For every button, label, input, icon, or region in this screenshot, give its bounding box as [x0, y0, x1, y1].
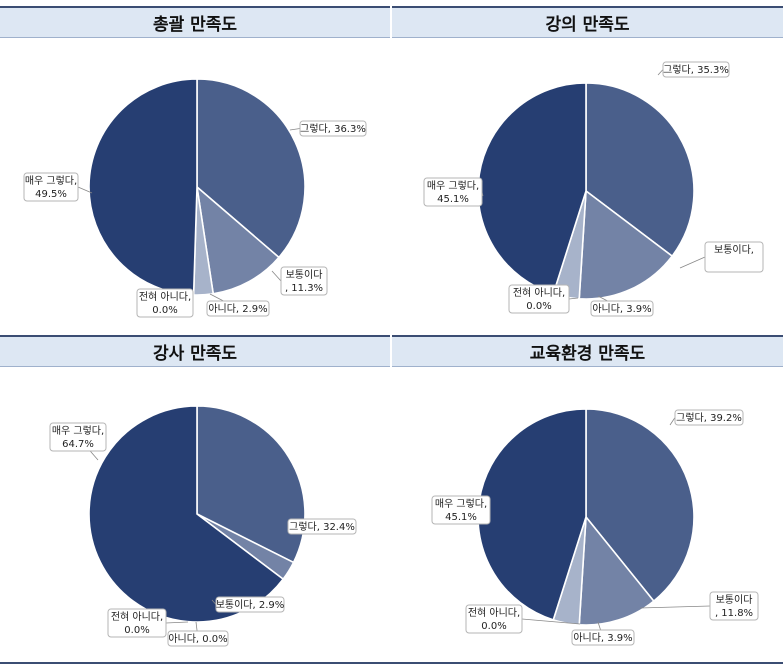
data-label-neutral: 보통이다 , 11.8%	[639, 591, 759, 621]
svg-text:49.5%: 49.5%	[35, 189, 67, 200]
data-label-neutral: 보통이다, 2.9%	[211, 596, 285, 613]
svg-text:그렇다, 35.3%: 그렇다, 35.3%	[663, 63, 729, 76]
svg-text:전혀 아니다,: 전혀 아니다,	[111, 611, 163, 623]
data-label-dissatisfied: 아니다, 2.9%	[206, 293, 270, 317]
pie-overall: 그렇다, 36.3% 보통이다 , 11.3% 아니다, 2.9% 전혀 아니다, 0.0…	[23, 78, 367, 318]
data-label-not-at-all: 전혀 아니다, 0.0%	[465, 604, 581, 634]
pie-slice-satisfied	[585, 82, 695, 258]
pie-environment: 그렇다, 39.2% 보통이다 , 11.8% 아니다, 3.9% 전혀 아니다, 0.0…	[431, 408, 759, 646]
svg-text:0.0%: 0.0%	[152, 305, 177, 316]
chart-title-overall: 총괄 만족도	[0, 6, 390, 38]
data-label-not-at-all: 전혀 아니다, 0.0%	[508, 284, 579, 314]
data-label-dissatisfied: 아니다, 3.9%	[571, 621, 635, 646]
svg-text:0.0%: 0.0%	[124, 625, 149, 636]
data-label-neutral: 보통이다,	[679, 241, 764, 273]
pie-slice-satisfied	[196, 78, 306, 259]
svg-text:아니다, 2.9%: 아니다, 2.9%	[208, 303, 267, 315]
data-label-neutral: 보통이다 , 11.3%	[271, 266, 328, 296]
svg-text:, 11.3%: , 11.3%	[285, 283, 323, 294]
pie-slice-neutral	[195, 184, 281, 295]
svg-text:0.0%: 0.0%	[481, 621, 506, 632]
data-label-satisfied: 그렇다, 32.4%	[287, 518, 357, 535]
pie-slice-neutral	[578, 189, 674, 300]
svg-text:매우 그렇다,: 매우 그렇다,	[25, 174, 77, 187]
bottom-divider	[0, 662, 783, 664]
svg-text:전혀 아니다,: 전혀 아니다,	[468, 607, 520, 619]
pie-slice-neutral	[578, 514, 655, 626]
svg-text:매우 그렇다,: 매우 그렇다,	[435, 497, 487, 510]
pie-slice-very-satisfied	[88, 78, 198, 296]
svg-text:그렇다, 32.4%: 그렇다, 32.4%	[289, 520, 355, 533]
pie-slice-very-satisfied	[88, 405, 285, 623]
data-label-very-satisfied: 매우 그렇다, 64.7%	[49, 422, 107, 461]
pie-instructor: 그렇다, 32.4% 보통이다, 2.9% 아니다, 0.0% 전혀 아니다, 0.0%…	[49, 405, 357, 647]
svg-text:45.1%: 45.1%	[445, 512, 477, 523]
data-label-satisfied: 그렇다, 36.3%	[289, 120, 367, 137]
pie-slice-satisfied	[196, 405, 306, 564]
chart-title-instructor: 강사 만족도	[0, 335, 390, 367]
svg-text:아니다, 3.9%: 아니다, 3.9%	[592, 303, 651, 315]
data-label-not-at-all: 전혀 아니다, 0.0%	[136, 288, 194, 318]
pie-slice-satisfied	[585, 408, 695, 603]
data-label-very-satisfied: 매우 그렇다, 45.1%	[423, 177, 484, 207]
data-label-satisfied: 그렇다, 39.2%	[669, 409, 744, 426]
svg-text:보통이다: 보통이다	[286, 269, 323, 281]
svg-text:전혀 아니다,: 전혀 아니다,	[139, 291, 191, 303]
svg-text:전혀 아니다,: 전혀 아니다,	[513, 287, 565, 299]
svg-text:아니다, 3.9%: 아니다, 3.9%	[573, 632, 632, 644]
svg-text:0.0%: 0.0%	[526, 301, 551, 312]
data-label-satisfied: 그렇다, 35.3%	[657, 61, 730, 78]
chart-title-lecture: 강의 만족도	[392, 6, 783, 38]
svg-text:보통이다, 2.9%: 보통이다, 2.9%	[216, 599, 285, 611]
svg-text:보통이다,: 보통이다,	[714, 244, 754, 256]
pie-slice-very-satisfied	[477, 82, 587, 295]
svg-text:, 11.8%: , 11.8%	[715, 608, 753, 619]
data-label-dissatisfied: 아니다, 0.0%	[167, 621, 229, 647]
svg-text:45.1%: 45.1%	[437, 194, 469, 205]
svg-text:그렇다, 36.3%: 그렇다, 36.3%	[300, 122, 366, 135]
data-label-dissatisfied: 아니다, 3.9%	[590, 295, 654, 317]
svg-text:64.7%: 64.7%	[62, 439, 94, 450]
data-label-very-satisfied: 매우 그렇다, 45.1%	[431, 495, 491, 525]
data-label-not-at-all: 전혀 아니다, 0.0%	[107, 608, 189, 638]
svg-text:매우 그렇다,: 매우 그렇다,	[52, 424, 104, 437]
svg-text:매우 그렇다,: 매우 그렇다,	[427, 179, 479, 192]
pie-lecture: 그렇다, 35.3% 보통이다, 아니다, 3.9% 전혀 아니다, 0.0% 매우 그렇…	[423, 61, 764, 317]
svg-text:그렇다, 39.2%: 그렇다, 39.2%	[676, 411, 742, 424]
svg-text:아니다, 0.0%: 아니다, 0.0%	[168, 633, 227, 645]
svg-text:보통이다: 보통이다	[716, 594, 753, 606]
chart-title-environment: 교육환경 만족도	[392, 335, 783, 367]
data-label-very-satisfied: 매우 그렇다, 49.5%	[23, 172, 93, 202]
